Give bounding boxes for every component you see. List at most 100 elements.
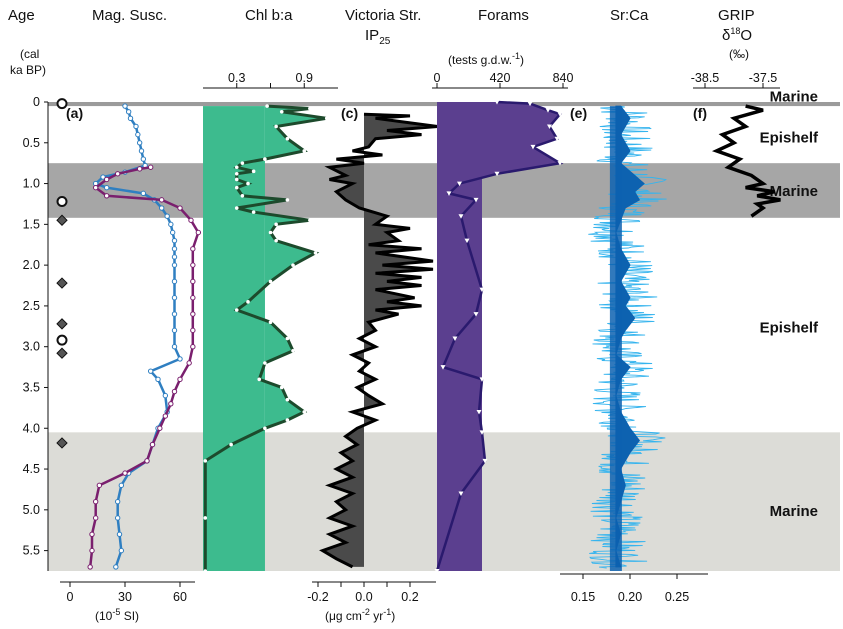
mag-unit-end: SI) <box>120 609 139 623</box>
age-marker-diamond-3 <box>56 277 68 289</box>
forams-point-3 <box>557 112 563 117</box>
mag-point-0-1 <box>125 109 132 115</box>
grip-title-o: O <box>740 27 752 44</box>
mag-point-0-24 <box>171 295 178 301</box>
forams-point-9 <box>457 181 462 187</box>
chl-point-2 <box>279 109 284 114</box>
mag-point-1-21 <box>162 413 169 419</box>
grip-tick-label-0: -38.5 <box>691 71 720 85</box>
forams-point-21 <box>482 458 488 464</box>
chl-title: Chl b:a <box>245 7 293 24</box>
forams-point-12 <box>458 214 464 219</box>
mag-title: Mag. Susc. <box>92 7 167 24</box>
mag-point-1-30 <box>89 547 95 554</box>
axis-panel-b: 0.3 0.9 <box>203 71 338 89</box>
age-tick-label-0: 0 <box>33 95 40 109</box>
ip-tick-label-1: 0.0 <box>355 590 372 604</box>
mag-point-1-20 <box>168 401 174 407</box>
proxy-plots: (a)(b)(c)(d)(e)(f) <box>66 100 781 574</box>
grip-tick-label-1: -37.5 <box>749 71 778 85</box>
mag-point-0-21 <box>171 254 178 260</box>
chl-point-23 <box>313 251 318 255</box>
ip-unit: (μg cm-2 yr-1) <box>325 607 395 623</box>
forams-point-20 <box>479 430 485 435</box>
forams-point-5 <box>554 136 560 142</box>
chl-point-38 <box>229 442 233 447</box>
mag-point-0-22 <box>171 262 178 268</box>
mag-point-1-3 <box>103 176 110 183</box>
forams-point-8 <box>494 171 500 177</box>
age-tick-label-6: 3.0 <box>23 340 40 354</box>
age-marker-diamond-7 <box>56 437 68 449</box>
chl-point-14 <box>234 185 239 190</box>
forams-tick-label-2: 840 <box>553 71 574 85</box>
age-marker-circle-0 <box>56 98 68 110</box>
chl-point-5 <box>285 136 290 141</box>
chl-point-11 <box>234 171 239 176</box>
grip-title-line1: GRIP <box>718 7 755 24</box>
age-unit-line2: ka BP) <box>10 63 46 77</box>
chl-point-41 <box>203 569 208 573</box>
forams-point-1 <box>527 101 533 107</box>
age-marker-circle-5 <box>56 334 68 346</box>
mag-point-1-8 <box>188 217 194 223</box>
mag-point-1-28 <box>92 515 99 521</box>
ip-unit-sup2: -1 <box>383 607 391 617</box>
mag-point-1-9 <box>195 229 202 236</box>
forams-point-0 <box>494 100 500 105</box>
mag-point-0-40 <box>116 531 123 537</box>
mag-point-1-19 <box>171 388 178 395</box>
mag-point-1-7 <box>177 205 183 211</box>
panel-label-2: (c) <box>341 105 358 121</box>
chl-point-3 <box>324 116 329 121</box>
forams-point-18 <box>479 377 485 382</box>
grip-unit: (‰) <box>729 47 749 61</box>
mag-point-0-0 <box>122 103 128 109</box>
mag-point-0-19 <box>171 237 178 244</box>
forams-point-17 <box>440 365 446 370</box>
chl-point-16 <box>285 198 290 202</box>
grip-line <box>711 104 781 218</box>
chl-point-35 <box>302 410 307 414</box>
mag-point-1-26 <box>96 482 103 489</box>
mag-point-0-17 <box>168 221 174 228</box>
chl-point-9 <box>234 165 239 170</box>
mag-point-0-12 <box>103 184 110 191</box>
mag-point-0-25 <box>171 311 178 317</box>
axis-panel-a: 0 30 60 <box>60 581 195 604</box>
chl-point-28 <box>268 320 273 325</box>
ip-tick-label-2: 0.2 <box>401 590 418 604</box>
mag-point-0-2 <box>127 115 134 122</box>
age-marker-diamond-6 <box>56 347 68 359</box>
chl-point-6 <box>302 149 307 153</box>
forams-line <box>435 100 564 572</box>
mag-point-1-2 <box>114 171 121 177</box>
chl-point-22 <box>274 238 278 243</box>
age-marker-diamond-2 <box>56 214 68 226</box>
chl-point-19 <box>308 218 312 223</box>
mag-point-1-1 <box>136 166 143 172</box>
mag-point-1-25 <box>122 470 128 476</box>
forams-point-11 <box>473 197 479 203</box>
ip-line <box>319 112 438 569</box>
mag-point-0-5 <box>136 140 143 146</box>
srca-core-band <box>609 106 622 572</box>
chl-point-4 <box>274 124 278 129</box>
panel-label-0: (a) <box>66 105 83 121</box>
forams-point-14 <box>479 287 485 293</box>
ip-unit-end: ) <box>391 609 395 623</box>
srca-tick-label-1: 0.20 <box>618 590 642 604</box>
forams-point-7 <box>557 161 563 166</box>
forams-unit: (tests g.d.w.-1) <box>448 51 524 67</box>
mag-point-1-10 <box>190 246 196 252</box>
ip-unit-mid: yr <box>370 609 383 623</box>
zone-label-4: Marine <box>770 503 818 520</box>
chl-point-25 <box>268 279 273 284</box>
panel-forams <box>434 100 564 574</box>
zone-label-0: Marine <box>770 88 818 105</box>
zone-label-3: Epishelf <box>760 319 819 336</box>
forams-point-16 <box>452 336 458 342</box>
mag-point-0-28 <box>177 356 183 362</box>
chl-point-24 <box>291 263 295 267</box>
mag-point-0-3 <box>133 123 139 130</box>
